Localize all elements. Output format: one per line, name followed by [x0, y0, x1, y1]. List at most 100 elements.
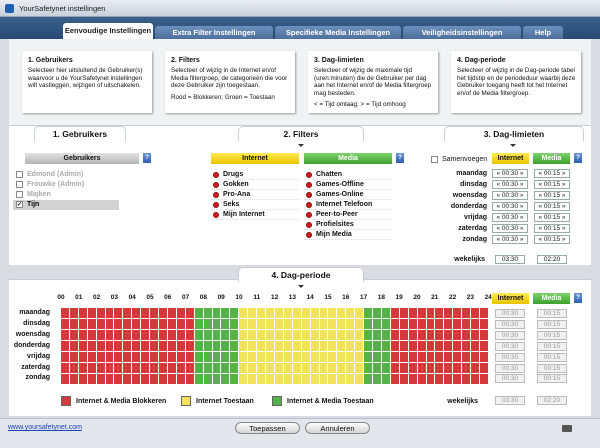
period-cell[interactable]: [381, 352, 390, 362]
blocked-status-icon[interactable]: [306, 172, 312, 178]
media-time-stepper[interactable]: « 00:15 »: [534, 213, 570, 222]
period-cell[interactable]: [462, 330, 471, 340]
period-cell[interactable]: [274, 363, 283, 373]
period-cell[interactable]: [212, 319, 221, 329]
period-cell[interactable]: [78, 341, 87, 351]
period-cell[interactable]: [167, 308, 176, 318]
period-cell[interactable]: [390, 374, 399, 384]
period-cell[interactable]: [87, 330, 96, 340]
filter-item[interactable]: Drugs: [211, 170, 299, 180]
period-cell[interactable]: [462, 319, 471, 329]
period-cell[interactable]: [150, 363, 159, 373]
period-cell[interactable]: [364, 352, 373, 362]
period-cell[interactable]: [426, 352, 435, 362]
period-cell[interactable]: [105, 330, 114, 340]
period-cell[interactable]: [283, 374, 292, 384]
period-cell[interactable]: [399, 363, 408, 373]
period-cell[interactable]: [221, 330, 230, 340]
samenvoegen-checkbox[interactable]: [431, 156, 438, 163]
period-cell[interactable]: [373, 374, 381, 384]
period-cell[interactable]: [266, 308, 274, 318]
period-cell[interactable]: [69, 330, 78, 340]
period-cell[interactable]: [462, 363, 471, 373]
period-cell[interactable]: [301, 374, 310, 384]
period-cell[interactable]: [480, 330, 488, 340]
period-cell[interactable]: [274, 330, 283, 340]
period-cell[interactable]: [453, 319, 462, 329]
period-cell[interactable]: [480, 363, 488, 373]
period-cell[interactable]: [444, 374, 453, 384]
period-cell[interactable]: [176, 374, 185, 384]
period-cell[interactable]: [167, 330, 176, 340]
period-cell[interactable]: [212, 363, 221, 373]
period-cell[interactable]: [257, 330, 266, 340]
media-time-stepper[interactable]: « 00:15 »: [534, 235, 570, 244]
period-cell[interactable]: [408, 363, 417, 373]
period-cell[interactable]: [471, 341, 480, 351]
period-cell[interactable]: [132, 352, 141, 362]
period-cell[interactable]: [141, 319, 150, 329]
period-cell[interactable]: [399, 341, 408, 351]
period-cell[interactable]: [408, 319, 417, 329]
period-cell[interactable]: [114, 330, 123, 340]
period-cell[interactable]: [114, 374, 123, 384]
period-cell[interactable]: [381, 319, 390, 329]
period-cell[interactable]: [328, 363, 337, 373]
period-cell[interactable]: [301, 352, 310, 362]
period-cell[interactable]: [408, 352, 417, 362]
filter-item[interactable]: Games-Online: [304, 190, 392, 200]
period-cell[interactable]: [480, 319, 488, 329]
user-item[interactable]: Edmond (Admin): [13, 170, 119, 180]
period-cell[interactable]: [346, 374, 355, 384]
period-cell[interactable]: [462, 374, 471, 384]
tab-help[interactable]: Help: [523, 26, 563, 39]
period-cell[interactable]: [185, 352, 194, 362]
period-cell[interactable]: [185, 308, 194, 318]
period-cell[interactable]: [123, 341, 132, 351]
period-cell[interactable]: [141, 330, 150, 340]
period-cell[interactable]: [328, 374, 337, 384]
period-cell[interactable]: [87, 352, 96, 362]
media-time-stepper[interactable]: « 00:15 »: [534, 224, 570, 233]
period-cell[interactable]: [141, 308, 150, 318]
period-cell[interactable]: [123, 352, 132, 362]
period-cell[interactable]: [426, 330, 435, 340]
period-cell[interactable]: [239, 319, 248, 329]
period-cell[interactable]: [274, 308, 283, 318]
period-cell[interactable]: [435, 374, 444, 384]
period-cell[interactable]: [248, 330, 257, 340]
period-cell[interactable]: [444, 308, 453, 318]
period-cell[interactable]: [87, 374, 96, 384]
period-cell[interactable]: [283, 308, 292, 318]
period-cell[interactable]: [471, 363, 480, 373]
period-cell[interactable]: [61, 319, 69, 329]
blocked-status-icon[interactable]: [213, 182, 219, 188]
period-cell[interactable]: [337, 319, 346, 329]
period-cell[interactable]: [408, 308, 417, 318]
period-cell[interactable]: [408, 374, 417, 384]
period-cell[interactable]: [301, 330, 310, 340]
period-cell[interactable]: [417, 308, 426, 318]
period-cell[interactable]: [266, 341, 274, 351]
period-cell[interactable]: [444, 319, 453, 329]
period-cell[interactable]: [337, 308, 346, 318]
blocked-status-icon[interactable]: [306, 232, 312, 238]
period-cell[interactable]: [399, 374, 408, 384]
period-cell[interactable]: [328, 308, 337, 318]
period-cell[interactable]: [426, 374, 435, 384]
period-cell[interactable]: [328, 341, 337, 351]
period-cell[interactable]: [78, 352, 87, 362]
period-cell[interactable]: [381, 330, 390, 340]
blocked-status-icon[interactable]: [306, 192, 312, 198]
blocked-status-icon[interactable]: [306, 212, 312, 218]
period-cell[interactable]: [221, 308, 230, 318]
period-cell[interactable]: [373, 341, 381, 351]
tab-veiligheidsinstellingen[interactable]: Veiligheidsinstellingen: [403, 26, 521, 39]
period-cell[interactable]: [292, 363, 301, 373]
period-cell[interactable]: [408, 330, 417, 340]
period-cell[interactable]: [221, 363, 230, 373]
period-cell[interactable]: [239, 341, 248, 351]
period-cell[interactable]: [96, 341, 105, 351]
blocked-status-icon[interactable]: [213, 212, 219, 218]
user-item-selected[interactable]: ✓ Tijn: [13, 200, 119, 210]
